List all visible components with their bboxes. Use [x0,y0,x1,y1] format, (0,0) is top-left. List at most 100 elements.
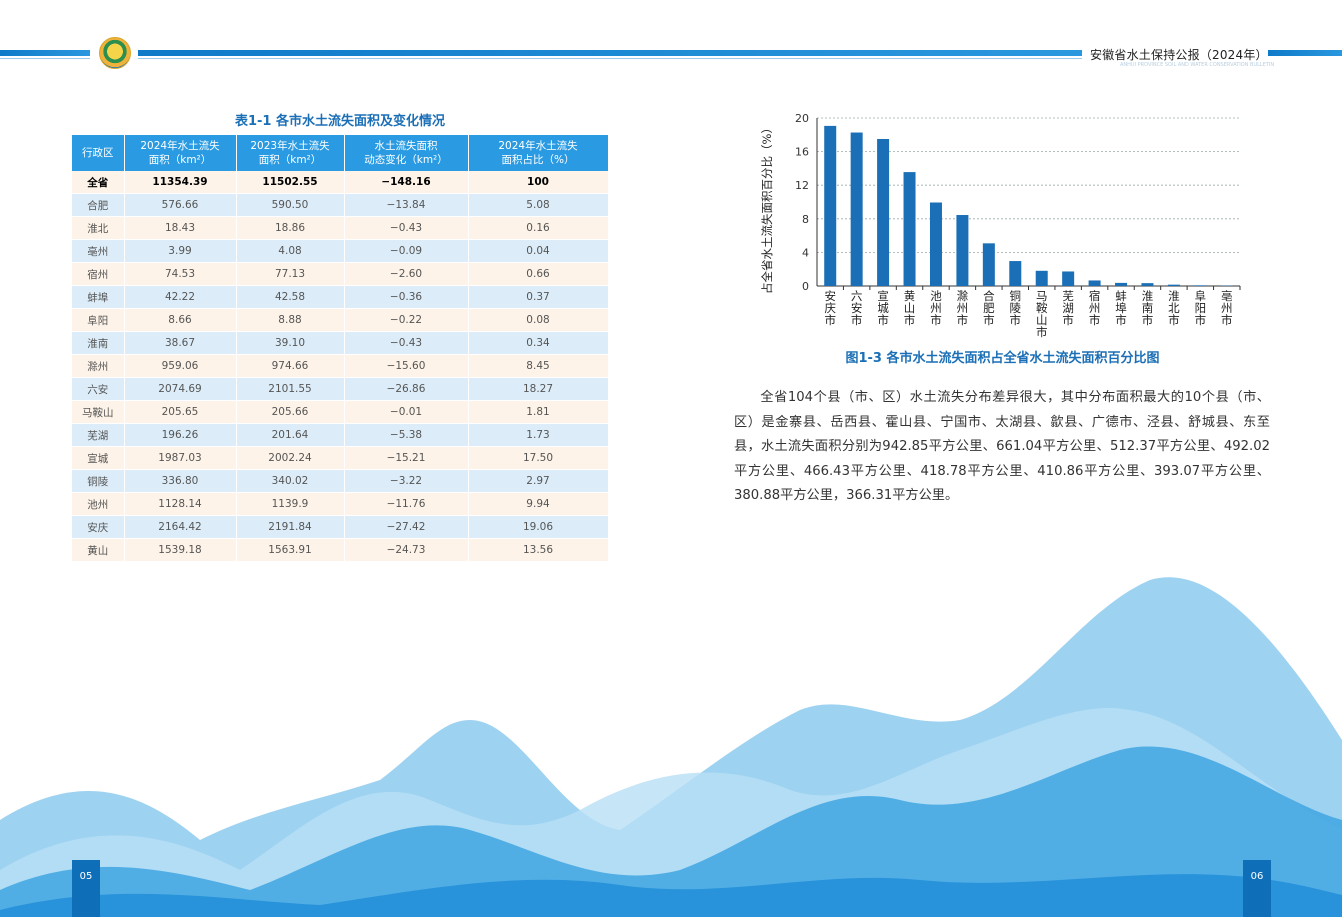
value-cell: 205.66 [236,400,345,424]
decorative-mountains [0,577,1342,917]
y-tick-label: 4 [802,246,809,259]
value-cell: 77.13 [236,262,345,286]
bar [850,132,863,286]
x-tick-label: 淮北市 [1168,289,1180,327]
x-tick-label: 马鞍山市 [1036,289,1048,339]
table-row: 淮南 38.67 39.10 −0.43 0.34 [72,331,609,355]
value-cell: 205.65 [124,400,237,424]
bar [1088,280,1101,286]
table-header-cell: 水土流失面积 动态变化（km²） [344,135,469,171]
value-cell: 18.43 [124,216,237,240]
value-cell: 576.66 [124,193,237,217]
value-cell: −24.73 [344,538,469,562]
body-paragraph: 全省104个县（市、区）水土流失分布差异很大，其中分布面积最大的10个县（市、区… [734,390,1270,503]
bar [1194,285,1207,286]
value-cell: 1539.18 [124,538,237,562]
value-cell: 74.53 [124,262,237,286]
table-header-cell: 行政区 [72,135,125,171]
x-tick-label: 合肥市 [983,289,995,327]
value-cell: 1563.91 [236,538,345,562]
table-row: 铜陵 336.80 340.02 −3.22 2.97 [72,469,609,493]
value-cell: 590.50 [236,193,345,217]
value-cell: 18.27 [468,377,609,401]
value-cell: −0.43 [344,331,469,355]
region-cell: 马鞍山 [72,400,125,424]
table-row: 芜湖 196.26 201.64 −5.38 1.73 [72,423,609,447]
x-tick-label: 淮南市 [1142,289,1154,327]
page-number-left: 05 [72,860,100,917]
value-cell: −11.76 [344,492,469,516]
header-thin-rule-middle [138,58,1082,59]
value-cell: 19.06 [468,515,609,539]
table-header-row: 行政区 2024年水土流失 面积（km²） 2023年水土流失 面积（km²） 水土流… [72,135,609,171]
x-tick-label: 蚌埠市 [1115,289,1127,327]
region-cell: 芜湖 [72,423,125,447]
bar [903,172,916,286]
y-tick-label: 12 [795,179,809,192]
table-caption: 表1-1 各市水土流失面积及变化情况 [234,114,445,129]
value-cell: 9.94 [468,492,609,516]
table-row-total: 全省 11354.39 11502.55 −148.16 100 [72,171,609,194]
header-thin-rule-left [0,58,90,59]
value-cell: −5.38 [344,423,469,447]
value-cell: 38.67 [124,331,237,355]
value-cell: 0.66 [468,262,609,286]
value-cell: −3.22 [344,469,469,493]
value-cell: 1.81 [468,400,609,424]
bar [1141,283,1154,286]
value-cell: 340.02 [236,469,345,493]
x-tick-label: 铜陵市 [1010,289,1022,327]
value-cell: 8.66 [124,308,237,332]
table-row: 亳州 3.99 4.08 −0.09 0.04 [72,239,609,263]
bar [982,243,995,286]
region-cell: 滁州 [72,354,125,378]
table-row: 池州 1128.14 1139.9 −11.76 9.94 [72,492,609,516]
x-tick-label: 宿州市 [1089,289,1101,327]
value-cell: 974.66 [236,354,345,378]
region-cell: 宣城 [72,446,125,470]
table-row: 马鞍山 205.65 205.66 −0.01 1.81 [72,400,609,424]
value-cell: −13.84 [344,193,469,217]
chart-caption: 图1-3 各市水土流失面积占全省水土流失面积百分比图 [845,351,1160,366]
value-cell: 8.88 [236,308,345,332]
value-cell: −27.42 [344,515,469,539]
page-number-right: 06 [1243,860,1271,917]
value-cell: −0.43 [344,216,469,240]
region-cell: 铜陵 [72,469,125,493]
x-tick-label: 黄山市 [904,289,916,327]
value-cell: 1987.03 [124,446,237,470]
x-tick-label: 池州市 [930,289,942,327]
value-cell: −2.60 [344,262,469,286]
value-cell: 1.73 [468,423,609,447]
value-cell: 1139.9 [236,492,345,516]
table-row: 安庆 2164.42 2191.84 −27.42 19.06 [72,515,609,539]
bar [1062,271,1075,286]
header-rule-left [0,50,90,56]
y-tick-label: 16 [795,146,809,159]
value-cell: −15.21 [344,446,469,470]
value-cell: 4.08 [236,239,345,263]
table-header-cell: 2023年水土流失 面积（km²） [236,135,345,171]
value-cell: 42.58 [236,285,345,309]
value-cell: 2164.42 [124,515,237,539]
table-row: 滁州 959.06 974.66 −15.60 8.45 [72,354,609,378]
value-cell: −15.60 [344,354,469,378]
table-row: 黄山 1539.18 1563.91 −24.73 13.56 [72,538,609,562]
soil-erosion-table: 行政区 2024年水土流失 面积（km²） 2023年水土流失 面积（km²） 水土流… [72,135,609,562]
y-tick-label: 8 [802,213,809,226]
region-cell: 合肥 [72,193,125,217]
header-rule-middle [138,50,1082,56]
x-tick-label: 安庆市 [824,289,836,327]
x-tick-label: 滁州市 [957,289,969,327]
region-cell: 宿州 [72,262,125,286]
region-cell: 淮北 [72,216,125,240]
table-row: 阜阳 8.66 8.88 −0.22 0.08 [72,308,609,332]
value-cell: 2191.84 [236,515,345,539]
value-cell: 11502.55 [236,171,345,194]
x-tick-label: 宣城市 [877,289,889,327]
x-tick-label: 亳州市 [1221,289,1233,327]
bar [956,215,969,286]
value-cell: 39.10 [236,331,345,355]
value-cell: −0.22 [344,308,469,332]
table-header-cell: 2024年水土流失 面积占比（%） [468,135,609,171]
